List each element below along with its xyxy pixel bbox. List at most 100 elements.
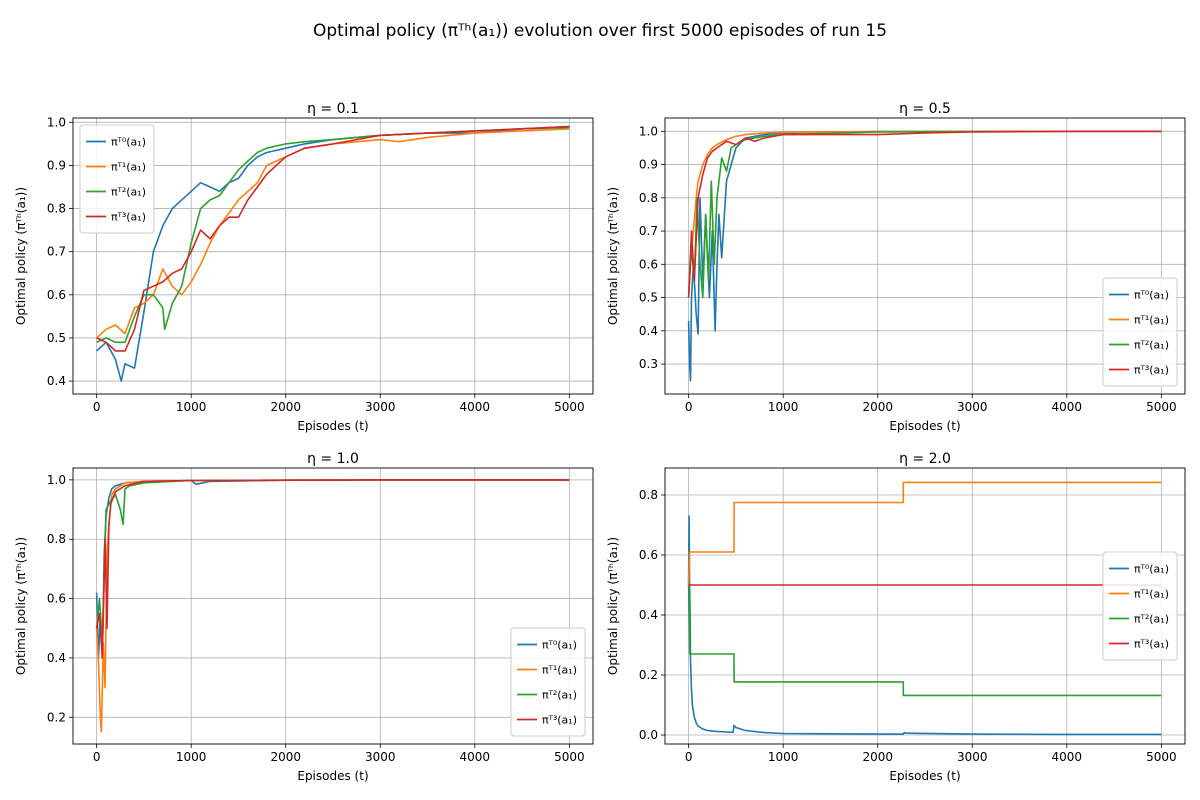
legend-label: πᵀ¹(a₁) xyxy=(1134,588,1169,601)
figure-title: Optimal policy (πᵀʰ(a₁)) evolution over … xyxy=(313,21,887,41)
y-tick-label: 0.8 xyxy=(639,191,658,205)
legend-label: πᵀ³(a₁) xyxy=(111,211,146,224)
x-tick-label: 1000 xyxy=(768,750,799,764)
series-line-3 xyxy=(95,479,570,659)
y-tick-label: 0.2 xyxy=(639,668,658,682)
subplot-title: η = 0.5 xyxy=(899,101,951,117)
axes-frame xyxy=(72,117,594,395)
legend-label: πᵀ³(a₁) xyxy=(1134,364,1169,377)
y-tick-label: 0.4 xyxy=(47,651,66,665)
legend-label: πᵀ³(a₁) xyxy=(542,714,577,727)
x-tick-label: 0 xyxy=(685,400,693,414)
x-tick-label: 3000 xyxy=(957,750,988,764)
x-tick-label: 4000 xyxy=(1052,400,1083,414)
series-line-2 xyxy=(95,479,570,644)
x-axis-label: Episodes (t) xyxy=(297,769,368,783)
x-axis-label: Episodes (t) xyxy=(297,419,368,433)
y-tick-label: 1.0 xyxy=(639,124,658,138)
legend: πᵀ⁰(a₁) πᵀ¹(a₁) πᵀ²(a₁) πᵀ³(a₁) xyxy=(510,627,586,737)
series-line-1 xyxy=(96,128,570,339)
y-tick-label: 0.6 xyxy=(639,548,658,562)
legend-label: πᵀ³(a₁) xyxy=(1134,638,1169,651)
y-tick-label: 0.8 xyxy=(639,488,658,502)
legend-box xyxy=(510,627,586,737)
legend: πᵀ⁰(a₁) πᵀ¹(a₁) πᵀ²(a₁) πᵀ³(a₁) xyxy=(79,124,155,234)
legend-box xyxy=(79,124,155,234)
axes-frame xyxy=(664,117,1186,395)
x-tick-label: 1000 xyxy=(176,750,207,764)
legend: πᵀ⁰(a₁) πᵀ¹(a₁) πᵀ²(a₁) πᵀ³(a₁) xyxy=(1102,551,1178,661)
legend-label: πᵀ¹(a₁) xyxy=(542,664,577,677)
subplot-title: η = 0.1 xyxy=(307,101,359,117)
y-tick-label: 0.7 xyxy=(639,224,658,238)
x-tick-label: 0 xyxy=(93,750,101,764)
x-tick-label: 2000 xyxy=(862,750,893,764)
legend-label: πᵀ⁰(a₁) xyxy=(111,136,146,149)
x-tick-label: 2000 xyxy=(270,400,301,414)
series-line-0 xyxy=(95,479,570,659)
y-tick-label: 0.4 xyxy=(639,608,658,622)
series-line-0 xyxy=(687,130,1162,382)
y-tick-label: 0.6 xyxy=(47,288,66,302)
x-tick-label: 2000 xyxy=(862,400,893,414)
series-line-0 xyxy=(96,125,570,382)
y-tick-label: 1.0 xyxy=(47,473,66,487)
y-tick-label: 0.9 xyxy=(47,158,66,172)
x-tick-label: 0 xyxy=(685,750,693,764)
y-tick-label: 0.8 xyxy=(47,532,66,546)
legend-label: πᵀ⁰(a₁) xyxy=(1134,563,1169,576)
subplot-eta-2-0: η = 2.0 Episodes (t) Optimal policy (πᵀʰ… xyxy=(606,451,1186,783)
subplot-title: η = 1.0 xyxy=(307,451,359,467)
x-tick-label: 5000 xyxy=(1146,750,1177,764)
y-tick-label: 0.6 xyxy=(47,592,66,606)
x-tick-label: 2000 xyxy=(270,750,301,764)
x-tick-label: 3000 xyxy=(365,750,396,764)
legend-label: πᵀ²(a₁) xyxy=(542,689,577,702)
series-line-1 xyxy=(687,130,1162,298)
x-tick-label: 4000 xyxy=(1052,750,1083,764)
subplot-eta-0-5: η = 0.5 Episodes (t) Optimal policy (πᵀʰ… xyxy=(606,101,1186,433)
y-tick-label: 0.4 xyxy=(47,374,66,388)
subplot-eta-1-0: η = 1.0 Episodes (t) Optimal policy (πᵀʰ… xyxy=(14,451,594,783)
x-tick-label: 4000 xyxy=(460,750,491,764)
y-tick-label: 0.9 xyxy=(639,158,658,172)
legend-label: πᵀ²(a₁) xyxy=(1134,613,1169,626)
x-tick-label: 0 xyxy=(93,400,101,414)
y-tick-label: 0.2 xyxy=(47,710,66,724)
series-line-1 xyxy=(687,481,1162,586)
legend-box xyxy=(1102,551,1178,661)
series-line-1 xyxy=(95,479,570,733)
legend-label: πᵀ⁰(a₁) xyxy=(542,639,577,652)
y-tick-label: 0.6 xyxy=(639,257,658,271)
y-tick-label: 1.0 xyxy=(47,115,66,129)
y-tick-label: 0.0 xyxy=(639,728,658,742)
y-axis-label: Optimal policy (πᵀʰ(a₁)) xyxy=(14,187,28,325)
y-tick-label: 0.5 xyxy=(47,331,66,345)
legend-label: πᵀ²(a₁) xyxy=(111,186,146,199)
series-line-3 xyxy=(687,130,1162,298)
y-tick-label: 0.5 xyxy=(639,291,658,305)
series-line-2 xyxy=(96,126,570,344)
y-tick-label: 0.7 xyxy=(47,245,66,259)
y-tick-label: 0.4 xyxy=(639,324,658,338)
legend-label: πᵀ¹(a₁) xyxy=(111,161,146,174)
y-axis-label: Optimal policy (πᵀʰ(a₁)) xyxy=(14,537,28,675)
y-tick-label: 0.3 xyxy=(639,357,658,371)
x-tick-label: 3000 xyxy=(365,400,396,414)
axes-frame xyxy=(664,467,1186,745)
legend-label: πᵀ¹(a₁) xyxy=(1134,314,1169,327)
x-tick-label: 1000 xyxy=(176,400,207,414)
legend-box xyxy=(1102,277,1178,387)
x-tick-label: 5000 xyxy=(554,750,585,764)
series-line-3 xyxy=(96,125,570,352)
axes-frame xyxy=(72,467,594,745)
x-tick-label: 5000 xyxy=(1146,400,1177,414)
y-tick-label: 0.8 xyxy=(47,202,66,216)
series-line-0 xyxy=(687,515,1162,736)
x-tick-label: 4000 xyxy=(460,400,491,414)
x-axis-label: Episodes (t) xyxy=(889,769,960,783)
legend-label: πᵀ²(a₁) xyxy=(1134,339,1169,352)
legend: πᵀ⁰(a₁) πᵀ¹(a₁) πᵀ²(a₁) πᵀ³(a₁) xyxy=(1102,277,1178,387)
series-line-2 xyxy=(687,130,1162,299)
